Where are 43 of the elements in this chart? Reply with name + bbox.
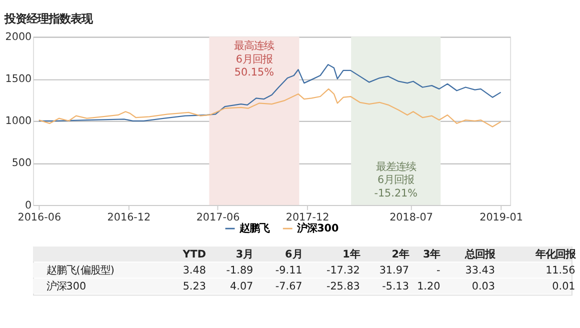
line-series	[38, 88, 502, 128]
band-label: 最差连续 6月回报 -15.21%	[374, 161, 418, 200]
legend-label: 赵鹏飞	[238, 222, 270, 234]
text: 总回报	[464, 248, 496, 260]
text: 沪深300	[46, 280, 86, 292]
text: 0.03	[472, 280, 495, 292]
text: -7.67	[275, 280, 302, 292]
text: 年化回报	[534, 248, 576, 260]
band-label: 最高连续 6月回报 50.15%	[234, 40, 274, 79]
text: 赵鹏飞(偏股型)	[46, 264, 114, 276]
x-tick-label: 2016-06	[18, 212, 62, 224]
y-tick-label: 1000	[5, 115, 32, 128]
x-tick-label: 2016-12	[107, 212, 151, 224]
y-tick-label: 0	[25, 199, 32, 212]
legend-label: 沪深300	[296, 222, 339, 234]
text: 1年	[342, 248, 360, 260]
text: 3年	[422, 248, 440, 260]
text: -	[436, 264, 440, 276]
y-tick-label: 2000	[5, 31, 32, 44]
text: 3.48	[182, 264, 206, 276]
text: -17.32	[326, 264, 360, 276]
text: 5.23	[182, 280, 206, 292]
text: 1.20	[417, 280, 440, 292]
text: 4.07	[230, 280, 254, 292]
y-tick-label: 1500	[5, 73, 32, 86]
text: -25.83	[326, 280, 360, 292]
y-tick-label: 500	[12, 157, 32, 170]
text: 11.56	[546, 264, 576, 276]
text: 3月	[236, 248, 254, 260]
text: -9.11	[275, 264, 302, 276]
text: 0.01	[552, 280, 576, 292]
text: -5.13	[382, 280, 410, 292]
x-tick-label: 2017-06	[196, 212, 240, 224]
x-tick-label: 2018-07	[390, 212, 433, 224]
line-series	[38, 64, 502, 122]
text: 2年	[392, 248, 410, 260]
text: 31.97	[379, 264, 410, 276]
text: 6月	[285, 248, 302, 260]
text: YTD	[182, 248, 206, 260]
text: -1.89	[226, 264, 254, 276]
chart-title: 投资经理指数表现	[4, 12, 94, 26]
text: 33.43	[465, 264, 495, 276]
x-tick-label: 2019-01	[480, 212, 523, 224]
